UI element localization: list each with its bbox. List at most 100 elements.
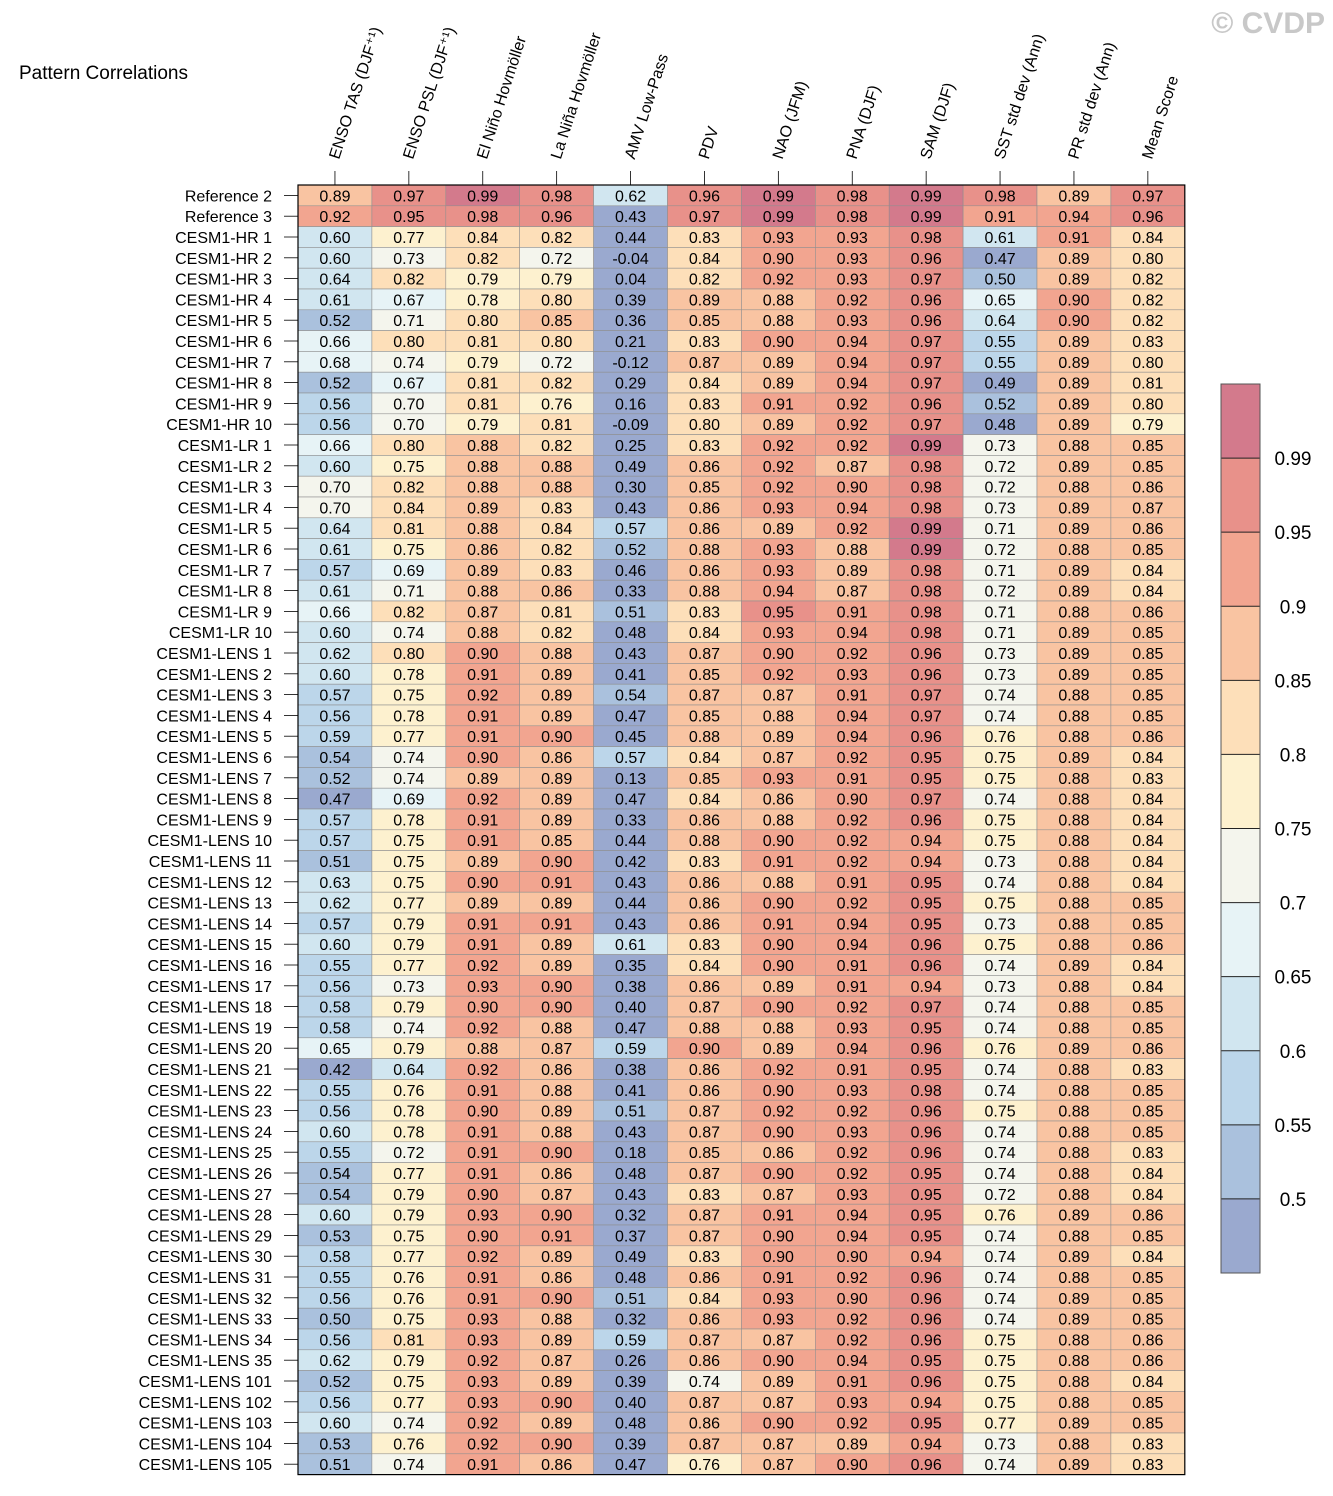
cell-value: 0.76 [393, 1083, 424, 1100]
cell-value: 0.83 [689, 937, 720, 954]
cell-value: 0.89 [467, 500, 498, 517]
cell-value: 0.30 [615, 480, 646, 497]
cell-value: 0.96 [911, 1332, 942, 1349]
cell-value: 0.85 [1132, 667, 1163, 684]
cell-value: 0.89 [541, 812, 572, 829]
cell-value: 0.96 [911, 292, 942, 309]
cell-value: 0.90 [467, 1228, 498, 1245]
cell-value: 0.58 [319, 1249, 350, 1266]
row-label: CESM1-LENS 101 [139, 1374, 272, 1391]
cell-value: 0.93 [763, 625, 794, 642]
cell-value: 0.90 [467, 1000, 498, 1017]
cell-value: 0.81 [541, 604, 572, 621]
cell-value: 0.39 [615, 292, 646, 309]
cell-value: 0.95 [911, 896, 942, 913]
cell-value: 0.57 [319, 688, 350, 705]
cell-value: 0.93 [837, 1124, 868, 1141]
cell-value: 0.75 [984, 896, 1015, 913]
cell-value: 0.86 [689, 1270, 720, 1287]
cell-value: 0.75 [393, 1228, 424, 1245]
cell-value: 0.91 [467, 1166, 498, 1183]
colorbar-label: 0.7 [1280, 894, 1306, 915]
colorbar: 0.99 0.95 0.9 0.85 0.8 0.75 0.7 0.65 0.6 0.55 0.5 [1220, 383, 1312, 1274]
cell-value: 0.74 [984, 708, 1015, 725]
cell-value: 0.86 [689, 812, 720, 829]
cell-value: 0.53 [319, 1436, 350, 1453]
cell-value: 0.78 [393, 708, 424, 725]
grid-border [297, 184, 1186, 1476]
cell-value: 0.85 [1132, 708, 1163, 725]
cell-value: 0.89 [763, 1374, 794, 1391]
cell-value: 0.72 [541, 251, 572, 268]
colorbar-segment [1221, 1124, 1260, 1199]
cell-value: 0.37 [615, 1228, 646, 1245]
cell-value: 0.74 [393, 771, 424, 788]
cell-value: 0.91 [837, 958, 868, 975]
cell-value: 0.85 [1132, 1020, 1163, 1037]
cell-value: 0.91 [467, 937, 498, 954]
cell-value: 0.51 [319, 854, 350, 871]
cell-value: 0.88 [467, 480, 498, 497]
cell-value: 0.81 [1132, 376, 1163, 393]
cell-value: 0.44 [615, 896, 646, 913]
cell-value: 0.66 [319, 604, 350, 621]
cell-value: 0.89 [541, 1416, 572, 1433]
cell-value: 0.91 [837, 688, 868, 705]
cell-value: 0.95 [911, 750, 942, 767]
cell-value: 0.90 [541, 729, 572, 746]
cell-value: 0.60 [319, 251, 350, 268]
cell-value: 0.89 [1058, 625, 1089, 642]
cell-value: 0.71 [393, 584, 424, 601]
cell-value: 0.89 [1058, 251, 1089, 268]
colorbar-label: 0.75 [1275, 820, 1312, 841]
row-label: CESM1-LENS 26 [148, 1166, 273, 1183]
cell-value: 0.90 [541, 1291, 572, 1308]
cell-value: 0.85 [689, 667, 720, 684]
cell-value: 0.77 [393, 230, 424, 247]
cell-value: 0.73 [393, 979, 424, 996]
cell-value: 0.82 [541, 625, 572, 642]
cell-value: 0.95 [393, 209, 424, 226]
cell-value: 0.86 [467, 542, 498, 559]
cell-value: 0.88 [541, 646, 572, 663]
cell-value: 0.88 [1058, 833, 1089, 850]
cell-value: 0.87 [689, 1104, 720, 1121]
cell-value: 0.88 [1058, 854, 1089, 871]
cell-value: 0.25 [615, 438, 646, 455]
cell-value: 0.52 [984, 396, 1015, 413]
cell-value: 0.55 [319, 1270, 350, 1287]
cell-value: 0.74 [984, 688, 1015, 705]
cell-value: 0.99 [763, 209, 794, 226]
cell-value: 0.89 [763, 521, 794, 538]
cell-value: 0.85 [689, 1145, 720, 1162]
cell-value: 0.88 [467, 459, 498, 476]
colorbar-segment [1221, 532, 1260, 607]
cell-value: 0.89 [541, 1332, 572, 1349]
cell-value: 0.88 [1058, 542, 1089, 559]
cell-value: 0.85 [1132, 438, 1163, 455]
cell-value: 0.89 [1058, 1249, 1089, 1266]
cell-value: 0.84 [1132, 750, 1163, 767]
cell-value: 0.67 [393, 376, 424, 393]
cell-value: 0.83 [689, 230, 720, 247]
colorbar-segment [1221, 1198, 1260, 1273]
cell-value: 0.84 [689, 251, 720, 268]
cell-value: 0.46 [615, 563, 646, 580]
cell-value: 0.43 [615, 209, 646, 226]
cell-value: 0.89 [319, 188, 350, 205]
cell-value: 0.88 [763, 708, 794, 725]
cell-value: 0.96 [911, 1270, 942, 1287]
cell-value: 0.85 [1132, 916, 1163, 933]
column-label: SAM (DJF) [918, 81, 959, 161]
column-label: ENSO PSL (DJF⁺¹) [400, 25, 459, 161]
cell-value: 0.82 [1132, 313, 1163, 330]
cell-value: 0.90 [763, 251, 794, 268]
cell-value: 0.84 [1132, 979, 1163, 996]
cell-value: 0.62 [319, 1353, 350, 1370]
cell-value: 0.95 [911, 875, 942, 892]
cell-value: 0.88 [1058, 937, 1089, 954]
cell-value: 0.54 [615, 688, 646, 705]
cell-value: 0.52 [319, 313, 350, 330]
cell-value: 0.73 [984, 500, 1015, 517]
cell-value: 0.60 [319, 1124, 350, 1141]
